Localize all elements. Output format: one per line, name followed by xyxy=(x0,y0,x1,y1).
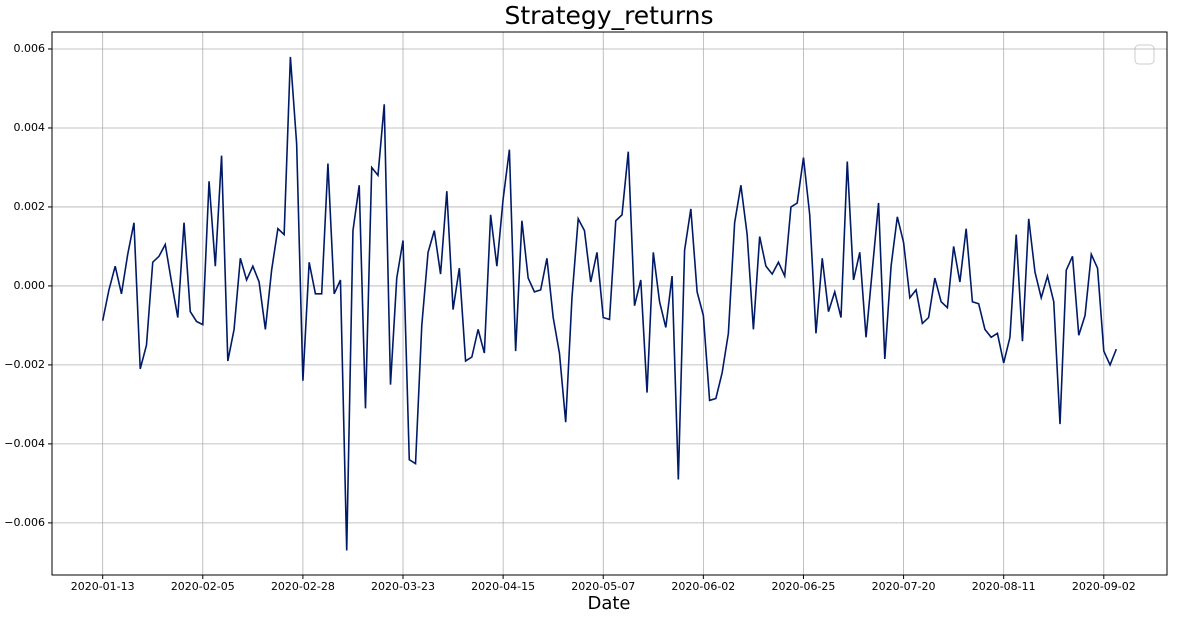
x-tick-label: 2020-06-25 xyxy=(771,580,835,593)
x-tick-label: 2020-02-05 xyxy=(171,580,235,593)
x-tick-label: 2020-09-02 xyxy=(1072,580,1136,593)
y-tick-label: 0.002 xyxy=(14,200,46,213)
y-tick-label: −0.006 xyxy=(4,516,45,529)
x-tick-label: 2020-05-07 xyxy=(571,580,635,593)
x-tick-label: 2020-04-15 xyxy=(471,580,535,593)
x-tick-label: 2020-07-20 xyxy=(872,580,936,593)
data-line xyxy=(101,56,1118,551)
x-tick-label: 2020-08-11 xyxy=(972,580,1036,593)
y-tick-label: 0.004 xyxy=(14,121,46,134)
x-tick-label: 2020-03-23 xyxy=(371,580,435,593)
x-axis-label: Date xyxy=(587,593,630,614)
x-tick-label: 2020-02-28 xyxy=(271,580,335,593)
plot-frame xyxy=(51,31,1168,576)
x-tick-label: 2020-01-13 xyxy=(71,580,135,593)
y-tick-label: 0.000 xyxy=(14,279,46,292)
y-tick-label: −0.002 xyxy=(4,358,45,371)
legend-box xyxy=(1134,44,1155,65)
y-tick-label: 0.006 xyxy=(14,42,46,55)
chart-title: Strategy_returns xyxy=(504,1,713,30)
y-tick-label: −0.004 xyxy=(4,437,45,450)
x-tick-label: 2020-06-02 xyxy=(671,580,735,593)
